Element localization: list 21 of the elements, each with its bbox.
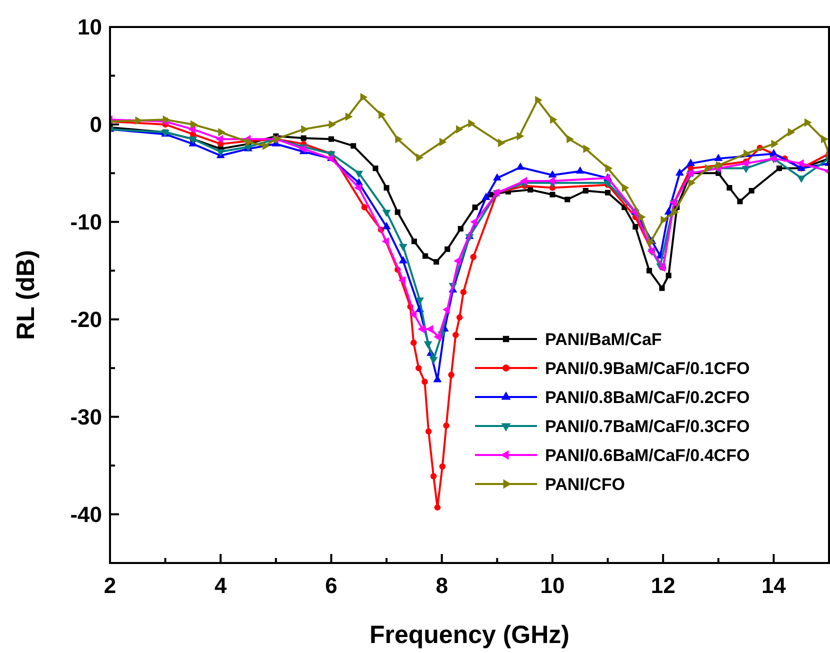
y-tick-label: -10 — [70, 210, 102, 235]
legend-label: PANI/0.6BaM/CaF/0.4CFO — [545, 446, 750, 465]
y-tick-label: 0 — [90, 112, 102, 138]
legend-label: PANI/0.8BaM/CaF/0.2CFO — [545, 388, 750, 407]
x-tick-label: 6 — [325, 573, 338, 598]
y-tick-label: -40 — [70, 502, 102, 527]
y-axis-title: RL (dB) — [12, 250, 40, 340]
legend-label: PANI/0.9BaM/CaF/0.1CFO — [545, 358, 750, 378]
y-tick-label: 10 — [78, 14, 102, 40]
y-tick-label: -20 — [70, 307, 102, 332]
x-tick-label: 12 — [650, 573, 676, 598]
x-axis-title: Frequency (GHz) — [369, 621, 570, 649]
x-tick-label: 4 — [214, 573, 228, 598]
legend-label: PANI/0.7BaM/CaF/0.3CFO — [545, 416, 750, 436]
x-tick-label: 2 — [104, 573, 116, 598]
legend-label: PANI/CFO — [545, 474, 625, 494]
x-tick-label: 10 — [540, 573, 565, 598]
legend-label: PANI/BaM/CaF — [545, 330, 662, 349]
y-tick-label: -30 — [70, 404, 102, 430]
x-tick-label: 8 — [436, 573, 448, 598]
x-tick-label: 14 — [761, 573, 787, 598]
